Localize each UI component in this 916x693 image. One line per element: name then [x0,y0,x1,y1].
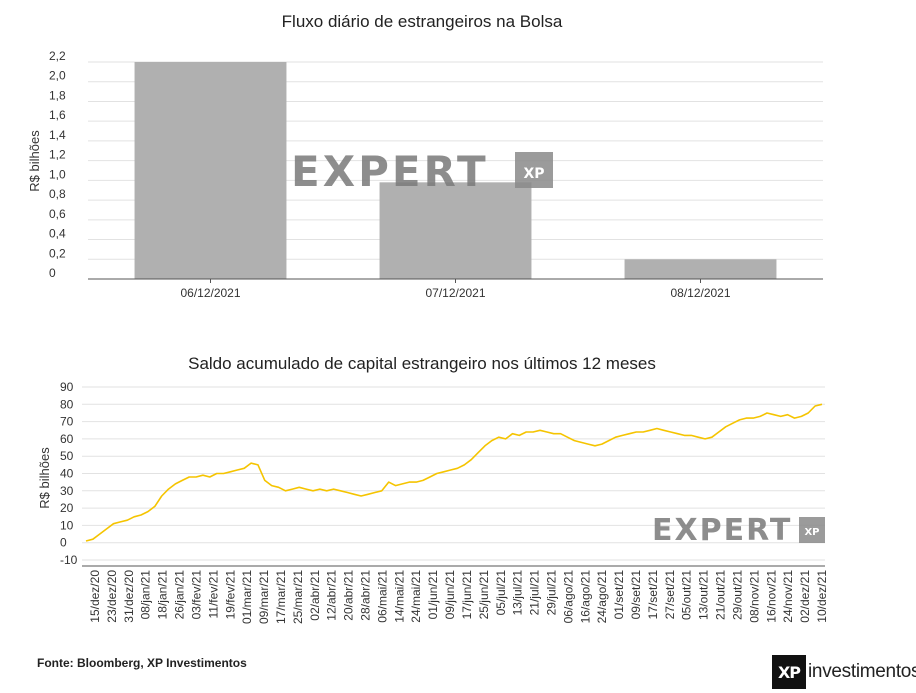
x-tick-label: 06/mai/21 [375,570,389,623]
x-tick-label: 08/jan/21 [139,570,153,620]
y-tick-label: 30 [60,484,74,498]
expert-watermark: EXPERT XP [291,147,553,196]
x-tick-label: 16/nov/21 [764,570,778,623]
expert-watermark: EXPERT XP [652,513,825,548]
x-axis-ticks: 06/12/2021 07/12/2021 08/12/2021 [180,279,731,300]
x-tick-label: 23/dez/20 [105,570,119,623]
x-tick-label: 05/jul/21 [494,570,508,616]
y-axis-label: R$ bilhões [37,447,52,509]
x-tick-label: 12/abr/21 [325,570,339,621]
x-tick-label: 09/jun/21 [443,570,457,620]
x-tick-label: 07/12/2021 [425,286,485,300]
x-tick-label: 29/jul/21 [544,570,558,616]
x-tick-label: 13/out/21 [697,570,711,620]
y-tick-label: 0,8 [49,187,66,201]
x-tick-label: 18/jan/21 [156,570,170,620]
xp-logo-mark: XP [772,655,806,689]
xp-logo-text: investimentos [808,661,916,682]
x-tick-label: 29/out/21 [730,570,744,620]
x-tick-label: 17/jun/21 [460,570,474,620]
watermark-text: EXPERT [291,147,489,196]
y-tick-label: 1,4 [49,128,66,142]
bar [134,62,287,279]
x-axis-ticks: 15/dez/20 23/dez/20 31/dez/20 08/jan/21 18/j… [88,570,829,624]
y-axis-ticks: 90 80 70 60 50 40 30 20 10 0 -10 [60,380,78,567]
x-tick-label: 21/jul/21 [528,570,542,616]
x-tick-label: 06/ago/21 [561,570,575,624]
grid [82,386,825,561]
x-tick-label: 27/set/21 [663,570,677,620]
x-tick-label: 28/abr/21 [359,570,373,621]
x-tick-label: 25/jun/21 [477,570,491,620]
x-tick-label: 10/dez/21 [815,570,829,623]
x-tick-label: 01/jun/21 [426,570,440,620]
x-tick-label: 02/abr/21 [308,570,322,621]
y-tick-label: 0 [49,266,56,280]
y-tick-label: 2,0 [49,69,66,83]
x-tick-label: 01/mar/21 [240,570,254,624]
y-tick-label: 80 [60,397,74,411]
y-tick-label: 50 [60,449,74,463]
x-tick-label: 19/fev/21 [223,570,237,620]
source-note: Fonte: Bloomberg, XP Investimentos [37,656,247,670]
cumulative-balance-chart: Saldo acumulado de capital estrangeiro n… [37,354,829,624]
y-tick-label: 0,6 [49,207,66,221]
x-tick-label: 25/mar/21 [291,570,305,624]
y-tick-label: -10 [60,553,78,567]
y-tick-label: 1,2 [49,148,66,162]
x-tick-label: 08/nov/21 [747,570,761,623]
y-tick-label: 0 [60,536,67,550]
y-tick-label: 60 [60,432,74,446]
watermark-badge [515,152,553,188]
x-tick-label: 09/mar/21 [257,570,271,624]
y-tick-label: 1,6 [49,108,66,122]
x-tick-label: 03/fev/21 [189,570,203,620]
y-tick-label: 0,4 [49,227,66,241]
watermark-text: EXPERT [652,513,792,548]
x-tick-label: 14/mai/21 [392,570,406,623]
y-tick-label: 1,8 [49,88,66,102]
x-tick-label: 24/mai/21 [409,570,423,623]
bar [624,259,777,279]
x-tick-label: 26/jan/21 [173,570,187,620]
x-tick-label: 06/12/2021 [180,286,240,300]
x-tick-label: 09/set/21 [629,570,643,620]
y-tick-label: 20 [60,501,74,515]
xp-logo: XP investimentos [772,655,916,689]
chart-title: Saldo acumulado de capital estrangeiro n… [188,354,656,373]
y-tick-label: 1,0 [49,167,66,181]
x-tick-label: 20/abr/21 [342,570,356,621]
y-tick-label: 70 [60,415,74,429]
x-tick-label: 08/12/2021 [670,286,730,300]
x-tick-label: 01/set/21 [612,570,626,620]
watermark-badge-text: XP [804,527,819,538]
y-tick-label: 10 [60,518,74,532]
x-tick-label: 15/dez/20 [88,570,102,623]
watermark-badge [799,517,825,543]
y-tick-label: 40 [60,467,74,481]
x-tick-label: 24/nov/21 [781,570,795,623]
x-tick-label: 31/dez/20 [122,570,136,623]
daily-flow-chart: Fluxo diário de estrangeiros na Bolsa R$… [27,12,823,300]
y-axis-label: R$ bilhões [27,130,42,192]
x-tick-label: 17/mar/21 [274,570,288,624]
y-tick-label: 2,2 [49,49,66,63]
bar [379,182,532,279]
y-axis-ticks: 2,2 2,0 1,8 1,6 1,4 1,2 1,0 0,8 0,6 0,4 0,2 0 [49,49,66,280]
x-tick-label: 17/set/21 [646,570,660,620]
y-tick-label: 0,2 [49,246,66,260]
balance-series-line [85,403,823,542]
x-tick-label: 05/out/21 [680,570,694,620]
x-tick-label: 13/jul/21 [511,570,525,616]
x-tick-label: 02/dez/21 [798,570,812,623]
x-tick-label: 11/fev/21 [206,570,220,619]
chart-title: Fluxo diário de estrangeiros na Bolsa [282,12,563,31]
x-tick-label: 24/ago/21 [595,570,609,624]
x-tick-label: 16/ago/21 [578,570,592,624]
bars [134,62,777,279]
watermark-badge-text: XP [523,166,544,182]
x-tick-label: 21/out/21 [714,570,728,620]
y-tick-label: 90 [60,380,74,394]
